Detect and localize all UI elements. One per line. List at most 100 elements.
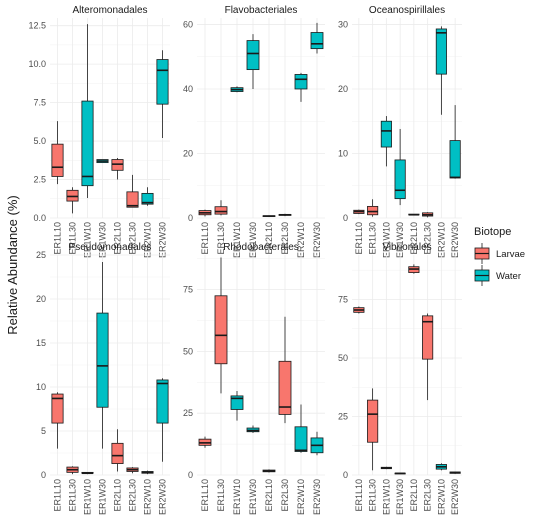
panel-title: Flavobacteriales	[225, 5, 298, 16]
x-tick-label: ER1L30	[216, 222, 226, 255]
y-tick-label: 12.5	[28, 21, 46, 31]
x-tick-label: ER1L30	[68, 479, 78, 512]
y-tick-label: 5.0	[33, 136, 46, 146]
x-tick-label: ER1L10	[200, 479, 210, 512]
box-er1w30	[394, 472, 406, 475]
box-er2l10	[408, 213, 420, 216]
box-body	[156, 379, 169, 424]
panel-alteromonadales: Alteromonadales 0.0 2.5 5.0 7.5 10.0 12.5 ER1L1…	[28, 5, 170, 258]
x-tick-label: ER2W30	[450, 479, 460, 515]
box-body	[435, 28, 447, 75]
box-er1l10	[353, 209, 365, 215]
box-er2w10	[294, 404, 308, 453]
box-er2l10	[408, 264, 420, 274]
gridlines	[352, 255, 462, 476]
box-body	[51, 143, 64, 177]
gridlines	[197, 18, 325, 219]
box-body	[246, 40, 260, 71]
x-tick-label: ER2L10	[264, 479, 274, 512]
y-tick-label: 75	[183, 285, 193, 295]
box-er2w10	[435, 26, 447, 115]
box-body	[380, 120, 392, 148]
box-body	[111, 442, 124, 464]
x-tick-label: ER2W10	[436, 222, 446, 258]
box-er1l30	[214, 200, 228, 216]
box-er2w10	[294, 72, 308, 102]
x-tick-label: ER2L30	[423, 222, 433, 255]
x-tick-label: ER2W10	[296, 222, 306, 258]
x-tick-label: ER2L30	[280, 479, 290, 512]
box-er1l30	[66, 187, 79, 214]
y-tick-label: 10.0	[28, 59, 46, 69]
box-body	[230, 395, 244, 410]
box-er2l30	[278, 213, 292, 217]
y-tick-label: 0	[343, 470, 348, 480]
y-tick-label: 25	[36, 250, 46, 260]
gridlines	[50, 254, 170, 476]
box-er1l10	[51, 392, 64, 449]
box-er1w10	[81, 471, 94, 475]
x-tick-label: ER1W30	[98, 222, 108, 258]
x-tick-label: ER1W10	[83, 479, 93, 515]
box-body	[422, 315, 434, 360]
x-tick-label: ER2L30	[128, 479, 138, 512]
box-er1l10	[198, 209, 212, 217]
panel-rhodobacterales: Rhodobacterales 0 25 50 75 ER1L10 ER1L30 ER1W10…	[183, 242, 325, 515]
box-er2w30	[156, 378, 169, 462]
x-tick-label: ER1W30	[395, 222, 405, 258]
box-er2w10	[435, 463, 447, 471]
gridlines	[197, 255, 325, 476]
x-tick-label: ER1W30	[248, 222, 258, 258]
x-tick-label: ER2W10	[436, 479, 446, 515]
box-er1w30	[394, 128, 406, 206]
x-tick-label: ER1L10	[53, 222, 63, 255]
box-body	[81, 100, 94, 187]
y-tick-label: 20	[36, 294, 46, 304]
x-tick-label: ER1W30	[248, 479, 258, 515]
x-tick-label: ER2L10	[409, 479, 419, 512]
panel-vibrionales: Vibrionales 0 25 50 75 ER1L10 ER1L30 ER1W10 ER1W…	[338, 242, 462, 515]
legend-item-water: Water	[474, 265, 521, 286]
y-tick-label: 0	[188, 213, 193, 223]
box-body	[96, 312, 109, 408]
x-tick-label: ER1W10	[381, 479, 391, 515]
y-tick-label: 25	[183, 408, 193, 418]
box-er1l30	[367, 388, 379, 471]
legend-label: Larvae	[496, 249, 525, 260]
box-body	[294, 426, 308, 452]
y-tick-label: 75	[338, 294, 348, 304]
box-er2w30	[156, 50, 169, 138]
x-tick-label: ER1W30	[98, 479, 108, 515]
box-er2l10	[111, 429, 124, 472]
box-er1w30	[246, 34, 260, 89]
box-er2w30	[310, 431, 324, 456]
x-tick-label: ER1L30	[216, 479, 226, 512]
y-tick-label: 0.0	[33, 213, 46, 223]
y-tick-label: 20	[183, 148, 193, 158]
box-body	[214, 295, 228, 365]
x-tick-label: ER1W10	[232, 222, 242, 258]
panel-title: Alteromonadales	[72, 5, 147, 16]
box-er2l30	[278, 316, 292, 424]
x-tick-label: ER1L10	[53, 479, 63, 512]
y-tick-label: 0	[188, 470, 193, 480]
legend-item-larvae: Larvae	[474, 243, 525, 264]
box-body	[367, 205, 379, 216]
x-tick-label: ER2L10	[113, 222, 123, 255]
box-er1w10	[230, 86, 244, 93]
x-tick-label: ER1W30	[395, 479, 405, 515]
x-tick-label: ER2W30	[158, 222, 168, 258]
y-tick-label: 0	[343, 213, 348, 223]
x-tick-label: ER1L30	[368, 222, 378, 255]
box-er2l30	[422, 313, 434, 401]
box-body	[51, 393, 64, 424]
panel-title: Rhodobacterales	[223, 242, 299, 253]
box-er2w30	[449, 471, 461, 474]
box-er1w10	[230, 390, 244, 421]
box-er2l10	[262, 469, 276, 473]
x-tick-label: ER2W30	[312, 222, 322, 258]
box-er2l10	[111, 158, 124, 180]
x-tick-label: ER2L30	[280, 222, 290, 255]
box-body	[310, 32, 324, 50]
y-tick-label: 30	[338, 19, 348, 29]
